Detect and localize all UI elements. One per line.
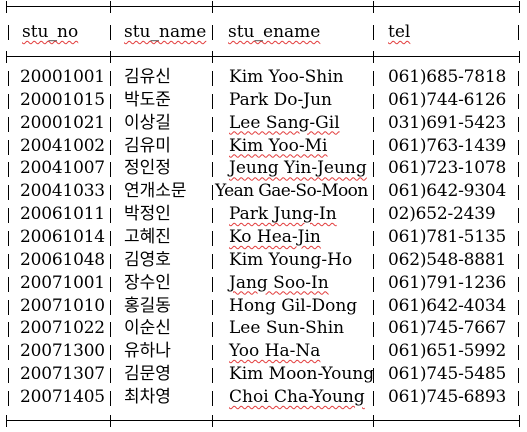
cell-tel: 031)691-5423 <box>388 112 507 133</box>
cell-stu-no: 20071010 <box>20 295 105 316</box>
cell-stu-no: 20071405 <box>20 386 105 407</box>
cell-stu-name: 고혜진 <box>124 226 171 247</box>
header-separator <box>6 51 520 63</box>
cell-stu-ename: Ko Hea-Jin <box>229 226 321 247</box>
cell-stu-name: 박도준 <box>124 89 171 110</box>
cell-tel: 061)685-7818 <box>388 67 507 87</box>
cell-stu-ename: Kim Young-Ho <box>229 249 353 270</box>
cell-tel: 061)723-1078 <box>388 158 507 179</box>
cell-stu-no: 20041007 <box>20 158 105 179</box>
column-header-tel: tel <box>388 22 411 42</box>
table-row: 20001015 박도준 Park Do-Jun 061)744-6126 <box>0 89 527 112</box>
cell-tel: 061)642-4034 <box>388 295 507 316</box>
cell-stu-ename: Yoo Ha-Na <box>229 341 321 362</box>
cell-tel: 061)781-5135 <box>388 226 507 247</box>
cell-stu-name: 이상길 <box>124 112 171 133</box>
cell-stu-ename: Lee Sang-Gil <box>229 112 340 133</box>
cell-stu-no: 20071001 <box>20 272 105 293</box>
cell-stu-name: 홍길동 <box>124 295 171 316</box>
cell-stu-name: 연개소문 <box>124 181 187 202</box>
cell-stu-ename: Choi Cha-Young <box>229 386 365 407</box>
cell-stu-name: 김유미 <box>124 135 171 156</box>
cell-stu-name: 이순신 <box>124 318 171 339</box>
cell-tel: 062)548-8881 <box>388 249 507 270</box>
cell-stu-no: 20041033 <box>20 181 105 202</box>
column-header-stu-no: stu_no <box>22 22 79 42</box>
cell-stu-ename: Kim Yoo-Mi <box>229 135 328 156</box>
table-top-border <box>6 1 520 13</box>
table-row: 20001001 김유신 Kim Yoo-Shin 061)685-7818 <box>0 66 527 89</box>
cell-stu-name: 최차영 <box>124 386 171 407</box>
column-header-stu-ename: stu_ename <box>228 22 321 42</box>
cell-tel: 061)763-1439 <box>388 135 507 156</box>
cell-stu-ename: Jeung Yin-Jeung <box>229 158 367 179</box>
cell-stu-ename: Hong Gil-Dong <box>229 295 358 316</box>
cell-tel: 02)652-2439 <box>388 204 496 225</box>
cell-tel: 061)642-9304 <box>388 181 507 202</box>
table-row: 20071300 유하나 Yoo Ha-Na 061)651-5992 <box>0 340 527 363</box>
table-row: 20071022 이순신 Lee Sun-Shin 061)745-7667 <box>0 317 527 340</box>
cell-stu-ename: Kim Moon-Young <box>229 364 375 385</box>
table-row: 20061011 박정인 Park Jung-In 02)652-2439 <box>0 203 527 226</box>
cell-stu-no: 20001015 <box>20 89 105 110</box>
cell-stu-ename: Park Jung-In <box>229 204 337 225</box>
cell-tel: 061)744-6126 <box>388 89 507 110</box>
cell-stu-no: 20041002 <box>20 135 105 156</box>
table-row: 20041007 정인정 Jeung Yin-Jeung 061)723-1078 <box>0 157 527 180</box>
cell-stu-ename: Park Do-Jun <box>229 89 332 110</box>
cell-stu-name: 김문영 <box>124 364 171 385</box>
cell-tel: 061)651-5992 <box>388 341 507 362</box>
cell-stu-ename: Jang Soo-In <box>229 272 329 293</box>
cell-tel: 061)791-1236 <box>388 272 507 293</box>
table-row: 20071010 홍길동 Hong Gil-Dong 061)642-4034 <box>0 295 527 318</box>
table-row: 20071405 최차영 Choi Cha-Young 061)745-6893 <box>0 386 527 409</box>
table-row: 20071307 김문영 Kim Moon-Young 061)745-5485 <box>0 363 527 386</box>
cell-tel: 061)745-7667 <box>388 318 507 339</box>
cell-stu-no: 20001001 <box>20 67 105 87</box>
cell-stu-no: 20061048 <box>20 249 105 270</box>
cell-stu-name: 유하나 <box>124 341 171 362</box>
cell-stu-name: 김유신 <box>124 67 171 87</box>
cell-stu-ename: Lee Sun-Shin <box>229 318 345 339</box>
cell-tel: 061)745-6893 <box>388 386 507 407</box>
cell-stu-name: 정인정 <box>124 158 171 179</box>
cell-stu-no: 20071022 <box>20 318 105 339</box>
cell-stu-name: 장수인 <box>124 272 171 293</box>
cell-stu-ename: Yean Gae-So-Moon <box>215 181 368 202</box>
table-row: 20041002 김유미 Kim Yoo-Mi 061)763-1439 <box>0 135 527 158</box>
cell-stu-no: 20001021 <box>20 112 105 133</box>
table-row: 20001021 이상길 Lee Sang-Gil 031)691-5423 <box>0 112 527 135</box>
table-row: 20061014 고혜진 Ko Hea-Jin 061)781-5135 <box>0 226 527 249</box>
table-bottom-border <box>6 415 520 427</box>
table-row: 20041033 연개소문 Yean Gae-So-Moon 061)642-9304 <box>0 180 527 203</box>
cell-stu-no: 20061014 <box>20 226 105 247</box>
cell-stu-name: 박정인 <box>124 204 171 225</box>
cell-stu-no: 20071300 <box>20 341 105 362</box>
cell-tel: 061)745-5485 <box>388 364 507 385</box>
cell-stu-ename: Kim Yoo-Shin <box>229 67 344 87</box>
table-row: 20071001 장수인 Jang Soo-In 061)791-1236 <box>0 272 527 295</box>
cell-stu-name: 김영호 <box>124 249 171 270</box>
cell-stu-no: 20071307 <box>20 364 105 385</box>
column-header-stu-name: stu_name <box>124 22 207 42</box>
table-row: 20061048 김영호 Kim Young-Ho 062)548-8881 <box>0 249 527 272</box>
cell-stu-no: 20061011 <box>20 204 105 225</box>
